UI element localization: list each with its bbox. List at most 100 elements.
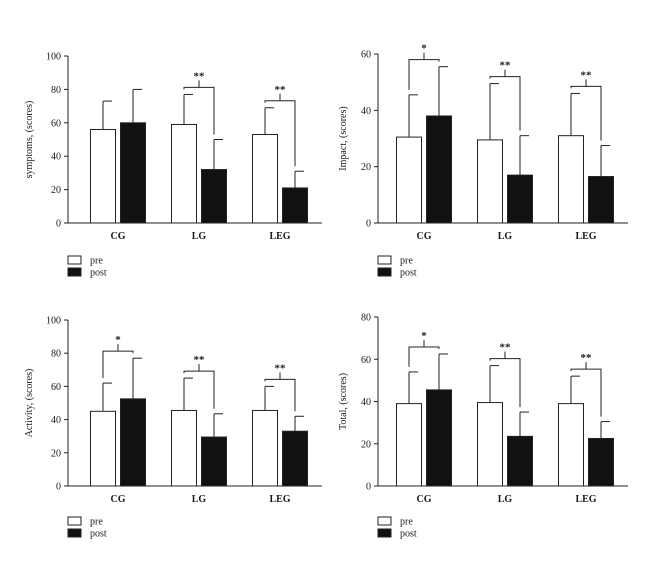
bar-pre-leg <box>252 409 278 487</box>
bar-post-lg <box>201 436 227 487</box>
legend-label-pre: pre <box>90 517 103 528</box>
bar-post-lg <box>201 169 227 224</box>
bar-pre-lg <box>171 123 197 224</box>
legend-swatch-pre <box>67 255 82 265</box>
y-tick-label: 60 <box>51 118 61 129</box>
y-tick-label: 0 <box>366 219 371 230</box>
significance-marker: ** <box>275 362 287 374</box>
bar-post-cg <box>426 115 452 224</box>
y-axis-label: Activity, (scores) <box>24 369 35 438</box>
chart-panel-3: 0 20 40 60 80 100 Activity, (scores) CG * LG ** LEG… <box>24 316 322 540</box>
x-tick-label: LEG <box>269 231 290 242</box>
bar-pre-cg <box>396 136 422 224</box>
bar-post-leg <box>588 437 614 487</box>
significance-marker: ** <box>194 70 206 82</box>
bar-post-cg <box>426 389 452 487</box>
legend-label-post: post <box>90 529 107 540</box>
bar-pre-leg <box>252 133 278 224</box>
y-tick-label: 40 <box>361 397 371 408</box>
legend-label-post: post <box>400 268 417 279</box>
y-tick-label: 0 <box>366 482 371 493</box>
significance-bracket <box>570 85 602 141</box>
significance-marker: ** <box>194 354 206 366</box>
significance-marker: ** <box>275 84 287 96</box>
legend-label-pre: pre <box>400 517 413 528</box>
significance-marker: ** <box>500 60 512 72</box>
legend-swatch-pre <box>377 516 392 526</box>
bar-pre-leg <box>558 403 584 487</box>
bar-pre-lg <box>171 409 197 487</box>
x-tick-label: CG <box>417 231 432 242</box>
y-tick-label: 80 <box>361 313 371 324</box>
y-tick-label: 0 <box>56 219 61 230</box>
bar-post-leg <box>282 430 308 487</box>
y-axis-label: symptoms, (scores) <box>24 101 35 179</box>
y-tick-label: 0 <box>56 482 61 493</box>
legend-label-pre: pre <box>400 256 413 267</box>
bar-pre-cg <box>396 403 422 487</box>
y-tick-label: 20 <box>51 448 61 459</box>
bar-post-cg <box>120 398 146 487</box>
y-tick-label: 20 <box>361 439 371 450</box>
x-tick-label: LG <box>192 231 207 242</box>
y-tick-label: 60 <box>361 50 371 61</box>
chart-panel-4: 0 20 40 60 80 Total, (scores) CG * LG ** LEG ** prep… <box>338 313 628 540</box>
significance-bracket <box>264 378 296 412</box>
y-axis-label: Total, (scores) <box>338 373 349 430</box>
y-axis-label: Impact, (scores) <box>338 106 349 170</box>
legend-swatch-pre <box>67 516 82 526</box>
x-tick-label: LEG <box>575 231 596 242</box>
chart-panel-2: 0 20 40 60 Impact, (scores) CG * LG ** LEG ** prepo… <box>338 43 628 279</box>
y-tick-label: 60 <box>51 382 61 393</box>
significance-bracket <box>408 346 440 367</box>
x-tick-label: LG <box>498 231 513 242</box>
bar-post-lg <box>507 435 533 487</box>
significance-marker: ** <box>581 69 593 81</box>
y-tick-label: 20 <box>361 162 371 173</box>
y-tick-label: 80 <box>51 85 61 96</box>
significance-bracket <box>183 370 215 409</box>
y-tick-label: 100 <box>46 52 61 63</box>
bar-pre-cg <box>90 410 116 487</box>
significance-marker: * <box>421 330 427 342</box>
y-tick-label: 60 <box>361 355 371 366</box>
y-tick-label: 80 <box>51 349 61 360</box>
significance-marker: * <box>115 334 121 346</box>
legend-swatch-pre <box>377 255 392 265</box>
significance-bracket <box>489 76 521 131</box>
bar-post-leg <box>282 187 308 224</box>
y-tick-label: 40 <box>51 415 61 426</box>
bar-pre-lg <box>477 402 503 487</box>
y-tick-label: 100 <box>46 316 61 327</box>
legend-swatch-post <box>377 267 392 277</box>
significance-marker: * <box>421 43 427 55</box>
x-tick-label: CG <box>111 494 126 505</box>
legend-label-post: post <box>400 529 417 540</box>
significance-bracket <box>408 59 440 90</box>
significance-marker: ** <box>500 342 512 354</box>
significance-bracket <box>102 350 134 379</box>
legend-swatch-post <box>67 528 82 538</box>
x-tick-label: LG <box>192 494 207 505</box>
x-tick-label: LEG <box>269 494 290 505</box>
y-tick-label: 20 <box>51 185 61 196</box>
bar-pre-leg <box>558 135 584 224</box>
x-tick-label: CG <box>417 494 432 505</box>
x-tick-label: LG <box>498 494 513 505</box>
legend-label-pre: pre <box>90 256 103 267</box>
legend-swatch-post <box>377 528 392 538</box>
legend-swatch-post <box>67 267 82 277</box>
bar-pre-cg <box>90 128 116 224</box>
chart-panel-1: 0 20 40 60 80 100 symptoms, (scores) CG LG ** LEG *… <box>24 52 322 279</box>
y-tick-label: 40 <box>51 152 61 163</box>
x-tick-label: LEG <box>575 494 596 505</box>
bar-post-lg <box>507 174 533 224</box>
bar-post-cg <box>120 122 146 224</box>
legend-label-post: post <box>90 268 107 279</box>
x-tick-label: CG <box>111 231 126 242</box>
significance-marker: ** <box>581 352 593 364</box>
y-tick-label: 40 <box>361 106 371 117</box>
bar-pre-lg <box>477 139 503 224</box>
bar-post-leg <box>588 176 614 224</box>
